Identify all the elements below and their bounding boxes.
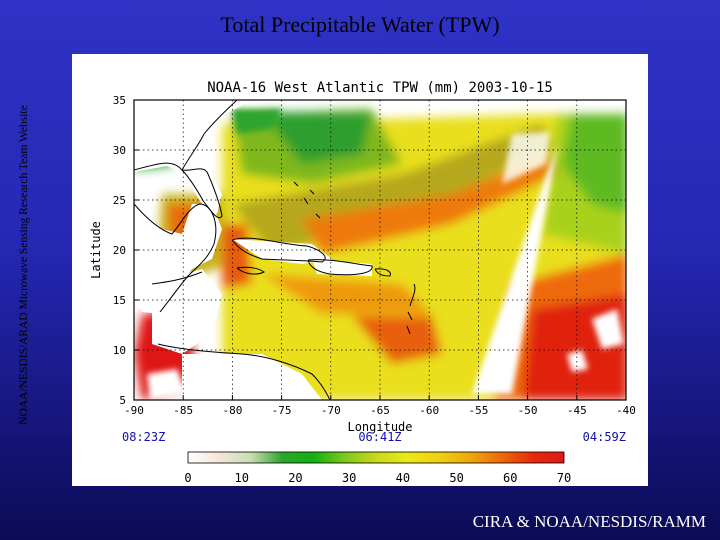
map-title: NOAA-16 West Atlantic TPW (mm) 2003-10-1… bbox=[207, 80, 553, 96]
latitude-tick-labels: 35 30 25 20 15 10 5 bbox=[113, 94, 139, 407]
x-axis-label: Longitude bbox=[347, 420, 412, 434]
colorbar bbox=[187, 451, 565, 464]
lon-tick-label: -80 bbox=[222, 404, 242, 417]
side-credit: NOAA/NESDIS/ARAD Microwave Sensing Resea… bbox=[18, 105, 30, 425]
lat-tick-label: 15 bbox=[113, 294, 126, 307]
lon-tick-label: -55 bbox=[468, 404, 488, 417]
coastlines bbox=[134, 100, 416, 400]
lat-tick-label: 30 bbox=[113, 144, 126, 157]
lat-tick-label: 35 bbox=[113, 94, 126, 107]
tpw-map-panel: NOAA-16 West Atlantic TPW (mm) 2003-10-1… bbox=[72, 54, 648, 486]
colorbar-tick-label: 40 bbox=[396, 471, 410, 485]
time-center: 06:41Z bbox=[358, 430, 401, 444]
lon-tick-label: -40 bbox=[616, 404, 636, 417]
lat-tick-label: 10 bbox=[113, 344, 126, 357]
lon-tick-label: -60 bbox=[419, 404, 439, 417]
colorbar-tick-label: 10 bbox=[234, 471, 248, 485]
longitude-tick-labels: -90 -85 -80 -75 -70 -65 -60 -55 -50 -45 -40 bbox=[124, 395, 636, 417]
colorbar-tick-labels: 0 10 20 30 40 50 60 70 bbox=[184, 471, 571, 485]
lon-tick-label: -85 bbox=[173, 404, 193, 417]
lon-tick-label: -90 bbox=[124, 404, 144, 417]
bottom-credit: CIRA & NOAA/NESDIS/RAMM bbox=[472, 512, 706, 531]
colorbar-tick-label: 50 bbox=[449, 471, 463, 485]
lon-tick-label: -65 bbox=[370, 404, 390, 417]
colorbar-tick-label: 60 bbox=[503, 471, 517, 485]
lon-tick-label: -75 bbox=[272, 404, 292, 417]
colorbar-tick-label: 20 bbox=[288, 471, 302, 485]
colorbar-tick-label: 0 bbox=[184, 471, 191, 485]
lon-tick-label: -50 bbox=[518, 404, 538, 417]
time-left: 08:23Z bbox=[122, 430, 165, 444]
time-right: 04:59Z bbox=[583, 430, 626, 444]
lon-tick-label: -70 bbox=[321, 404, 341, 417]
lon-tick-label: -45 bbox=[567, 404, 587, 417]
lat-tick-label: 20 bbox=[113, 244, 126, 257]
slide-title: Total Precipitable Water (TPW) bbox=[220, 12, 500, 37]
lat-tick-label: 25 bbox=[113, 194, 126, 207]
colorbar-tick-label: 70 bbox=[557, 471, 571, 485]
y-axis-label: Latitude bbox=[89, 221, 103, 279]
colorbar-tick-label: 30 bbox=[342, 471, 356, 485]
graticule bbox=[134, 100, 626, 400]
lat-tick-label: 5 bbox=[119, 394, 126, 407]
